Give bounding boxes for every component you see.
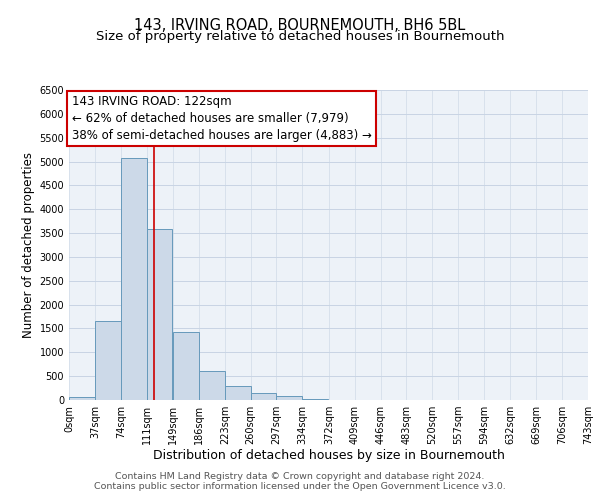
Bar	[95, 322, 121, 400]
Bar	[121, 158, 146, 400]
Bar	[277, 396, 302, 400]
Bar	[173, 332, 199, 400]
Bar	[146, 230, 172, 400]
X-axis label: Distribution of detached houses by size in Bournemouth: Distribution of detached houses by size …	[152, 448, 505, 462]
Bar	[69, 397, 95, 400]
Text: Size of property relative to detached houses in Bournemouth: Size of property relative to detached ho…	[96, 30, 504, 43]
Text: 143 IRVING ROAD: 122sqm
← 62% of detached houses are smaller (7,979)
38% of semi: 143 IRVING ROAD: 122sqm ← 62% of detache…	[71, 94, 371, 142]
Y-axis label: Number of detached properties: Number of detached properties	[22, 152, 35, 338]
Text: Contains public sector information licensed under the Open Government Licence v3: Contains public sector information licen…	[94, 482, 506, 491]
Text: Contains HM Land Registry data © Crown copyright and database right 2024.: Contains HM Land Registry data © Crown c…	[115, 472, 485, 481]
Bar	[302, 398, 328, 400]
Text: 143, IRVING ROAD, BOURNEMOUTH, BH6 5BL: 143, IRVING ROAD, BOURNEMOUTH, BH6 5BL	[134, 18, 466, 32]
Bar	[251, 393, 277, 400]
Bar	[199, 371, 225, 400]
Bar	[225, 386, 251, 400]
